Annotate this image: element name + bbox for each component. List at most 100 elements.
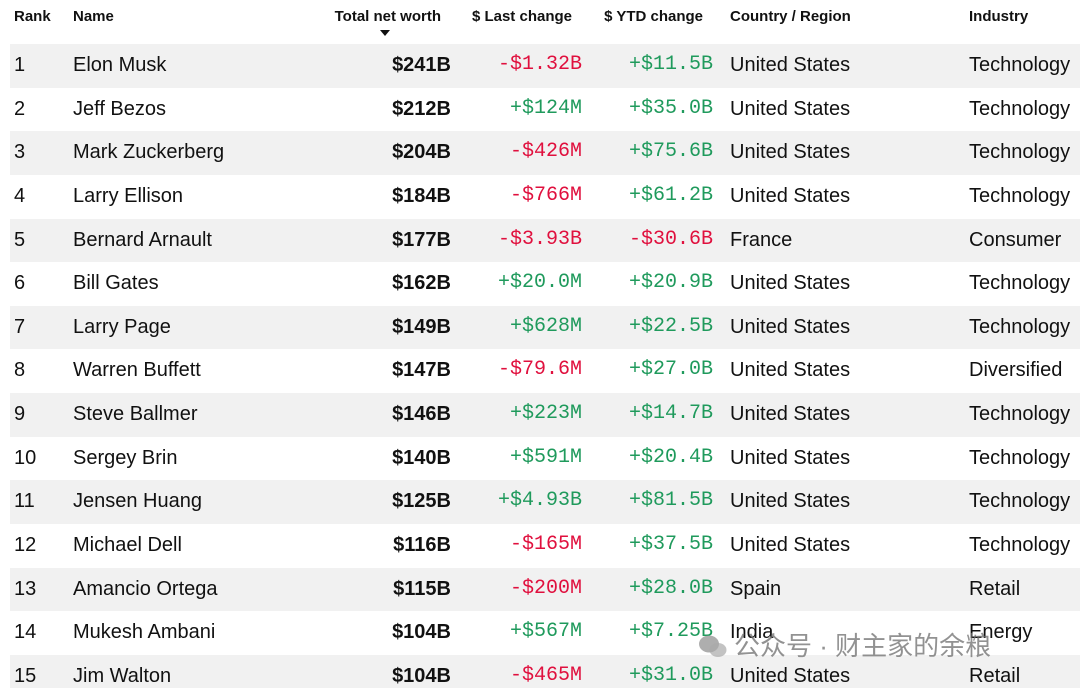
- name: Larry Ellison: [73, 184, 184, 207]
- name: Mukesh Ambani: [73, 621, 216, 644]
- rank: 12: [14, 534, 37, 557]
- country: France: [730, 228, 793, 251]
- sort-arrow: [380, 30, 390, 36]
- last-change: -$165M: [509, 533, 582, 557]
- ytd-change: +$37.5B: [628, 533, 713, 557]
- country: United States: [730, 272, 851, 295]
- last-change: -$426M: [509, 140, 582, 164]
- name: Michael Dell: [73, 534, 182, 557]
- column-header[interactable]: Industry: [969, 8, 1029, 25]
- net-worth: $104B: [392, 664, 451, 687]
- ytd-change: +$81.5B: [628, 489, 713, 513]
- industry: Consumer: [969, 228, 1062, 251]
- table-row[interactable]: 2 Jeff Bezos $212B +$124M +$35.0B United Stat…: [10, 87, 1080, 132]
- net-worth: $116B: [393, 534, 451, 557]
- rank: 9: [14, 403, 26, 426]
- last-change: -$79.6M: [497, 358, 582, 382]
- country: United States: [730, 54, 851, 76]
- net-worth: $146B: [392, 403, 451, 426]
- industry: Diversified: [969, 359, 1063, 382]
- ytd-change: +$27.0B: [628, 358, 713, 382]
- country: United States: [730, 184, 851, 207]
- ytd-change: +$14.7B: [628, 402, 713, 426]
- net-worth: $104B: [392, 621, 451, 644]
- name: Jim Walton: [73, 664, 172, 687]
- name: Bernard Arnault: [73, 228, 212, 251]
- ytd-change: -$30.6B: [628, 227, 713, 251]
- table-row[interactable]: 11 Jensen Huang $125B +$4.93B +$81.5B United …: [10, 480, 1080, 524]
- name: Warren Buffett: [73, 359, 201, 382]
- last-change: -$465M: [509, 663, 582, 687]
- industry: Technology: [969, 141, 1071, 164]
- column-header[interactable]: Name: [73, 8, 114, 25]
- industry: Technology: [969, 490, 1071, 513]
- last-change: -$1.32B: [497, 53, 582, 76]
- ytd-change: +$20.9B: [628, 271, 713, 295]
- rank: 14: [14, 621, 37, 644]
- table-row[interactable]: 4 Larry Ellison $184B -$766M +$61.2B United S…: [10, 174, 1080, 219]
- net-worth: $140B: [392, 446, 451, 469]
- country: United States: [730, 315, 851, 338]
- industry: Energy: [969, 621, 1033, 644]
- rank: 2: [14, 97, 26, 120]
- name: Sergey Brin: [73, 446, 178, 469]
- name: Amancio Ortega: [73, 577, 218, 600]
- ytd-change: +$11.5B: [628, 53, 713, 76]
- net-worth: $115B: [393, 577, 451, 600]
- table-row[interactable]: 8 Warren Buffett $147B -$79.6M +$27.0B United…: [10, 349, 1080, 394]
- ytd-change: +$20.4B: [628, 445, 713, 469]
- column-header[interactable]: Rank: [14, 8, 51, 25]
- table-row[interactable]: 13 Amancio Ortega $115B -$200M +$28.0B Spain R…: [10, 567, 1080, 612]
- name: Elon Musk: [73, 54, 167, 76]
- industry: Technology: [969, 272, 1071, 295]
- column-header[interactable]: Total net worth: [334, 8, 441, 25]
- net-worth: $147B: [392, 359, 451, 382]
- column-header[interactable]: $ Last change: [471, 8, 572, 25]
- country: United States: [730, 359, 851, 382]
- country: Spain: [730, 577, 782, 600]
- last-change: +$223M: [509, 402, 582, 426]
- table-row[interactable]: 14 Mukesh Ambani $104B +$567M +$7.25B India En…: [10, 611, 1080, 655]
- table-row[interactable]: 6 Bill Gates $162B +$20.0M +$20.9B United Sta…: [10, 262, 1080, 306]
- net-worth: $184B: [392, 184, 451, 207]
- net-worth: $149B: [392, 315, 451, 338]
- table-row[interactable]: 9 Steve Ballmer $146B +$223M +$14.7B United S…: [10, 393, 1080, 437]
- country: United States: [730, 141, 851, 164]
- ytd-change: +$7.25B: [628, 620, 713, 644]
- industry: Technology: [969, 403, 1071, 426]
- country: India: [730, 621, 774, 644]
- country: United States: [730, 97, 851, 120]
- net-worth: $125B: [392, 490, 451, 513]
- table-row[interactable]: 5 Bernard Arnault $177B -$3.93B -$30.6B Franc…: [10, 218, 1080, 263]
- table-row[interactable]: 1 Elon Musk $241B -$1.32B +$11.5B United Stat…: [10, 44, 1080, 88]
- rank: 7: [14, 315, 26, 338]
- net-worth: $177B: [392, 228, 451, 251]
- ytd-change: +$35.0B: [628, 96, 713, 120]
- column-header[interactable]: Country / Region: [730, 8, 851, 25]
- industry: Technology: [969, 534, 1071, 557]
- net-worth: $212B: [392, 97, 451, 120]
- net-worth: $162B: [392, 272, 451, 295]
- rank: 15: [14, 664, 37, 687]
- rank: 6: [14, 272, 26, 295]
- industry: Retail: [969, 664, 1021, 687]
- table-row[interactable]: 3 Mark Zuckerberg $204B -$426M +$75.6B United…: [10, 131, 1080, 175]
- table-row[interactable]: 15 Jim Walton $104B -$465M +$31.0B United Sta…: [10, 654, 1080, 688]
- last-change: -$766M: [509, 183, 582, 207]
- rank: 3: [14, 141, 26, 164]
- last-change: +$124M: [509, 96, 582, 120]
- industry: Technology: [969, 54, 1071, 76]
- table-row[interactable]: 12 Michael Dell $116B -$165M +$37.5B United S…: [10, 524, 1080, 568]
- table-row[interactable]: 7 Larry Page $149B +$628M +$22.5B United Stat…: [10, 305, 1080, 350]
- last-change: +$567M: [509, 620, 582, 644]
- name: Larry Page: [73, 315, 171, 338]
- name: Steve Ballmer: [73, 403, 198, 426]
- name: Jeff Bezos: [73, 97, 167, 120]
- table-row[interactable]: 10 Sergey Brin $140B +$591M +$20.4B United St…: [10, 436, 1080, 481]
- rank: 4: [14, 184, 26, 207]
- last-change: -$200M: [509, 576, 582, 600]
- country: United States: [730, 403, 851, 426]
- rank: 8: [14, 359, 26, 382]
- column-header[interactable]: $ YTD change: [604, 8, 703, 25]
